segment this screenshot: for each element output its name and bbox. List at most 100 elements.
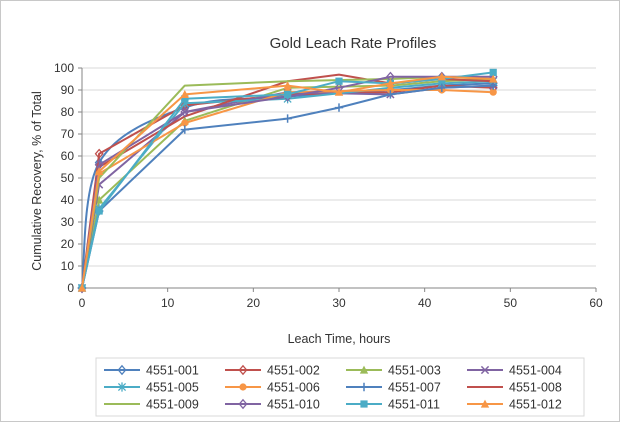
data-point [180,106,190,118]
legend-marker [117,364,127,376]
x-tick-label: 30 [332,296,346,310]
data-point [335,77,343,85]
legend-label: 4551-011 [388,398,440,412]
data-point [94,167,104,175]
data-point [283,114,292,123]
data-point [386,90,395,99]
y-tick-label: 0 [67,281,74,295]
legend-label: 4551-010 [267,398,320,412]
y-tick-label: 10 [61,259,75,273]
series-line [81,73,494,289]
y-tick-label: 50 [61,171,75,185]
series-4551-004 [77,81,498,293]
legend-item: 4551-012 [467,398,562,412]
legend-label: 4551-006 [267,381,320,395]
series-4551-005 [77,76,498,293]
legend-marker [239,383,247,391]
x-tick-label: 10 [161,296,175,310]
legend-marker [238,398,248,410]
x-tick-label: 50 [504,296,518,310]
y-axis-label: Cumulative Recovery, % of Total [30,91,44,270]
series-4551-002 [77,80,498,294]
data-point [386,79,395,87]
series-4551-009 [81,75,494,289]
legend-marker [117,382,127,392]
series-4551-010 [77,71,498,294]
legend-label: 4551-005 [146,381,199,395]
series-4551-012 [77,72,498,292]
x-tick-label: 40 [418,296,432,310]
series-line [81,75,494,289]
legend-label: 4551-012 [509,398,562,412]
y-tick-label: 30 [61,215,75,229]
x-tick-label: 20 [247,296,261,310]
data-point [283,81,292,90]
legend-marker [360,400,368,408]
legend-marker [238,364,248,376]
y-tick-label: 100 [54,61,74,75]
data-point [181,95,189,103]
series-line [81,84,494,289]
legend-item: 4551-001 [104,364,199,378]
series-line [81,71,494,289]
legend-label: 4551-003 [388,364,441,378]
data-point [94,148,104,159]
y-tick-label: 40 [61,193,75,207]
series-line [81,82,494,289]
x-tick-label: 60 [589,296,603,310]
data-point [284,90,292,98]
legend-label: 4551-004 [509,364,562,378]
axes: 0 10 20 30 40 50 60 70 80 90 100 0 10 20 30 40 50 60 [54,61,603,310]
legend-item: 4551-009 [104,398,199,412]
y-tick-label: 90 [61,83,75,97]
data-point [489,68,497,76]
data-point [437,83,446,92]
series-4551-001 [77,78,498,294]
data-point [77,283,87,292]
series-4551-008 [81,73,494,289]
data-point [489,74,498,83]
data-point [489,81,498,90]
legend-marker [480,399,490,408]
series-line [81,78,494,289]
x-tick-label: 0 [79,296,86,310]
data-point [489,88,497,96]
data-point [181,119,189,127]
legend-marker [480,365,490,375]
legend-marker [359,382,369,392]
y-tick-label: 80 [61,105,75,119]
data-point [334,103,344,112]
gridlines [82,67,596,267]
x-axis-label: Leach Time, hours [288,332,391,346]
legend-label: 4551-008 [509,381,562,395]
data-point [334,87,344,96]
legend-item: 4551-010 [225,398,320,412]
series-lines [77,68,498,294]
legend-item: 4551-007 [346,381,441,395]
data-point [386,86,394,94]
legend-item: 4551-003 [346,364,441,378]
y-tick-label: 20 [61,237,75,251]
data-point [180,90,189,98]
series-line [81,75,494,289]
legend-label: 4551-002 [267,364,320,378]
series-4551-007 [77,81,498,293]
data-point [437,72,446,81]
legend: 4551-001 4551-002 4551-003 4551-004 4551-005… [104,364,562,412]
series-line [81,75,494,289]
legend-marker [359,365,369,374]
series-4551-003 [77,74,498,292]
legend-label: 4551-007 [388,381,441,395]
legend-item: 4551-008 [467,381,562,395]
y-tick-label: 60 [61,149,75,163]
legend-label: 4551-009 [146,398,199,412]
legend-item: 4551-006 [225,381,320,395]
legend-label: 4551-001 [146,364,199,378]
legend-item: 4551-004 [467,364,562,378]
legend-item: 4551-002 [225,364,320,378]
data-point [95,207,103,215]
legend-item: 4551-011 [346,398,440,412]
y-tick-label: 70 [61,127,75,141]
